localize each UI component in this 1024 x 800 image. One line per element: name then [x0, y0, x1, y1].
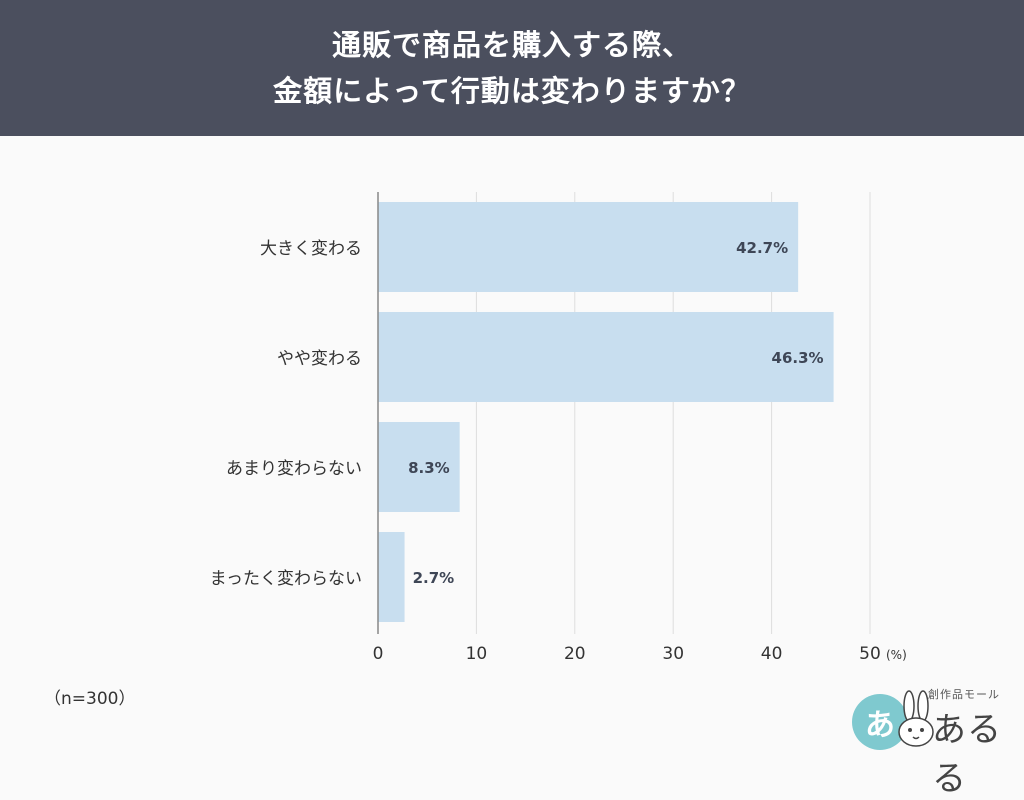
chart-title-line-1: 通販で商品を購入する際、: [331, 28, 692, 62]
logo-badge-text: あ: [865, 708, 895, 743]
bar: [378, 422, 460, 512]
x-tick-label: 20: [564, 644, 586, 664]
x-tick-label: 50: [859, 644, 881, 664]
chart-title-line-2: 金額によって行動は変わりますか？: [273, 74, 751, 108]
x-tick-label: 0: [373, 644, 384, 664]
logo-subtitle: 創作品モール: [928, 688, 1000, 701]
data-label: 2.7%: [413, 569, 455, 587]
bar-chart: 大きく変わる 42.7% やや変わる 46.3% あまり変わらない 8.3% まったく変わら…: [210, 192, 907, 664]
category-label: やや変わる: [277, 349, 362, 369]
category-label: まったく変わらない: [210, 569, 362, 589]
x-unit-label: (%): [886, 648, 907, 662]
bar: [378, 202, 799, 292]
sample-size-note: （n=300）: [44, 689, 136, 709]
chart-header: 通販で商品を購入する際、 金額によって行動は変わりますか？: [0, 0, 1024, 136]
data-label: 42.7%: [736, 239, 788, 257]
rabbit-icon: [898, 690, 934, 747]
x-tick-label: 10: [466, 644, 488, 664]
data-label: 8.3%: [408, 459, 450, 477]
bar: [378, 532, 405, 622]
x-tick-label: 40: [761, 644, 783, 664]
logo-badge: あ: [852, 694, 908, 750]
category-label: あまり変わらない: [226, 459, 362, 479]
bar: [378, 312, 834, 402]
data-label: 46.3%: [772, 349, 824, 367]
x-tick-label: 30: [662, 644, 684, 664]
logo-wordmark: あるる: [932, 710, 1002, 799]
brand-logo: あ 創作品モール あるる: [848, 684, 1008, 799]
category-label: 大きく変わる: [260, 239, 362, 259]
